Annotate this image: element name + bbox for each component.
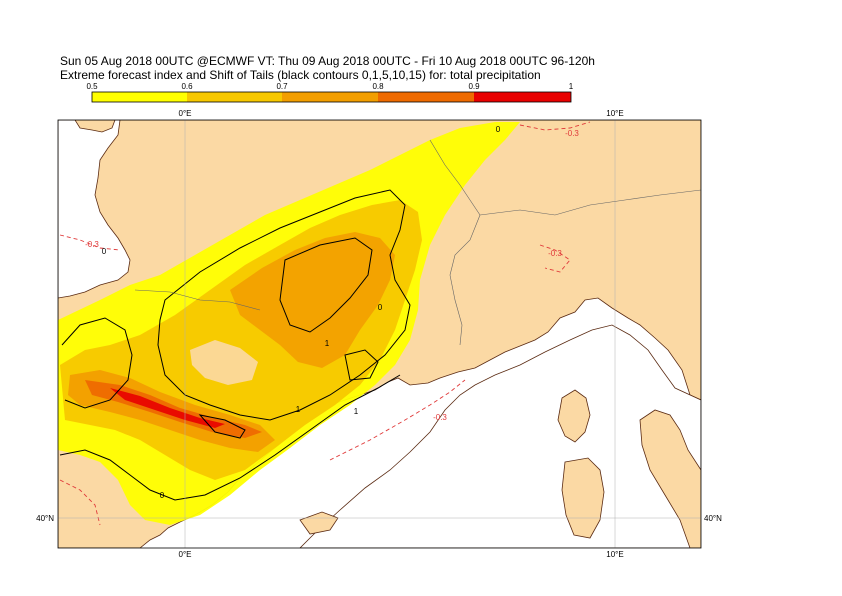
sea-biscay <box>58 120 131 299</box>
colorbar-tick-4: 0.8 <box>372 82 384 91</box>
efi-gap <box>190 340 258 385</box>
neg-contour <box>59 234 121 251</box>
lon-label-top-0E: 0°E <box>179 109 192 118</box>
neg-contour-label: -0.3 <box>548 249 562 258</box>
land-balearics <box>299 511 339 535</box>
lon-label-bottom-10E: 10°E <box>606 550 623 559</box>
neg-contour-label: -0.3 <box>85 240 99 249</box>
title-line-2: Extreme forecast index and Shift of Tail… <box>60 68 541 82</box>
contour-label: 0 <box>102 247 107 256</box>
sot-contour <box>279 237 373 333</box>
neg-contour <box>519 121 591 131</box>
land-italy <box>639 409 701 548</box>
contour-label: 0 <box>160 491 165 500</box>
colorbar-tick-3: 0.7 <box>276 82 288 91</box>
colorbar-segment-5 <box>474 92 571 102</box>
land-corsica <box>557 389 591 443</box>
colorbar-tick-1: 0.5 <box>86 82 98 91</box>
lon-label-bottom-0E: 0°E <box>179 550 192 559</box>
neg-contour-label: -0.3 <box>565 129 579 138</box>
sot-contour <box>61 317 133 409</box>
neg-contour <box>329 379 466 461</box>
colorbar-segment-2 <box>187 92 282 102</box>
colorbar-tick-5: 0.9 <box>468 82 480 91</box>
lat-label-right-40N: 40°N <box>704 514 722 523</box>
colorbar: 0.5 0.6 0.7 0.8 0.9 1 <box>86 82 574 103</box>
contour-label: 1 <box>325 339 330 348</box>
colorbar-segment-1 <box>92 92 187 102</box>
neg-contour <box>539 244 571 273</box>
colorbar-tick-2: 0.6 <box>181 82 193 91</box>
colorbar-tick-6: 1 <box>569 82 574 91</box>
lon-label-top-10E: 10°E <box>606 109 623 118</box>
border-line <box>429 139 481 346</box>
efi-band-0.7-north <box>230 232 395 368</box>
sot-contour <box>198 414 246 439</box>
colorbar-segment-3 <box>282 92 378 102</box>
border-line <box>134 289 261 311</box>
border-line <box>479 189 701 216</box>
contour-label: 0 <box>378 303 383 312</box>
map-frame <box>57 119 702 549</box>
contour-label: 1 <box>296 405 301 414</box>
land-britain <box>74 120 116 133</box>
colorbar-segment-4 <box>378 92 474 102</box>
sot-contour <box>344 349 379 381</box>
contour-label: 0 <box>496 125 501 134</box>
lat-label-left-40N: 40°N <box>36 514 54 523</box>
sot-contour <box>59 374 401 501</box>
title-line-1: Sun 05 Aug 2018 00UTC @ECMWF VT: Thu 09 … <box>60 54 595 68</box>
contour-label: 1 <box>354 407 359 416</box>
efi-band-0.9 <box>110 388 225 428</box>
neg-contour-label: -0.3 <box>433 413 447 422</box>
